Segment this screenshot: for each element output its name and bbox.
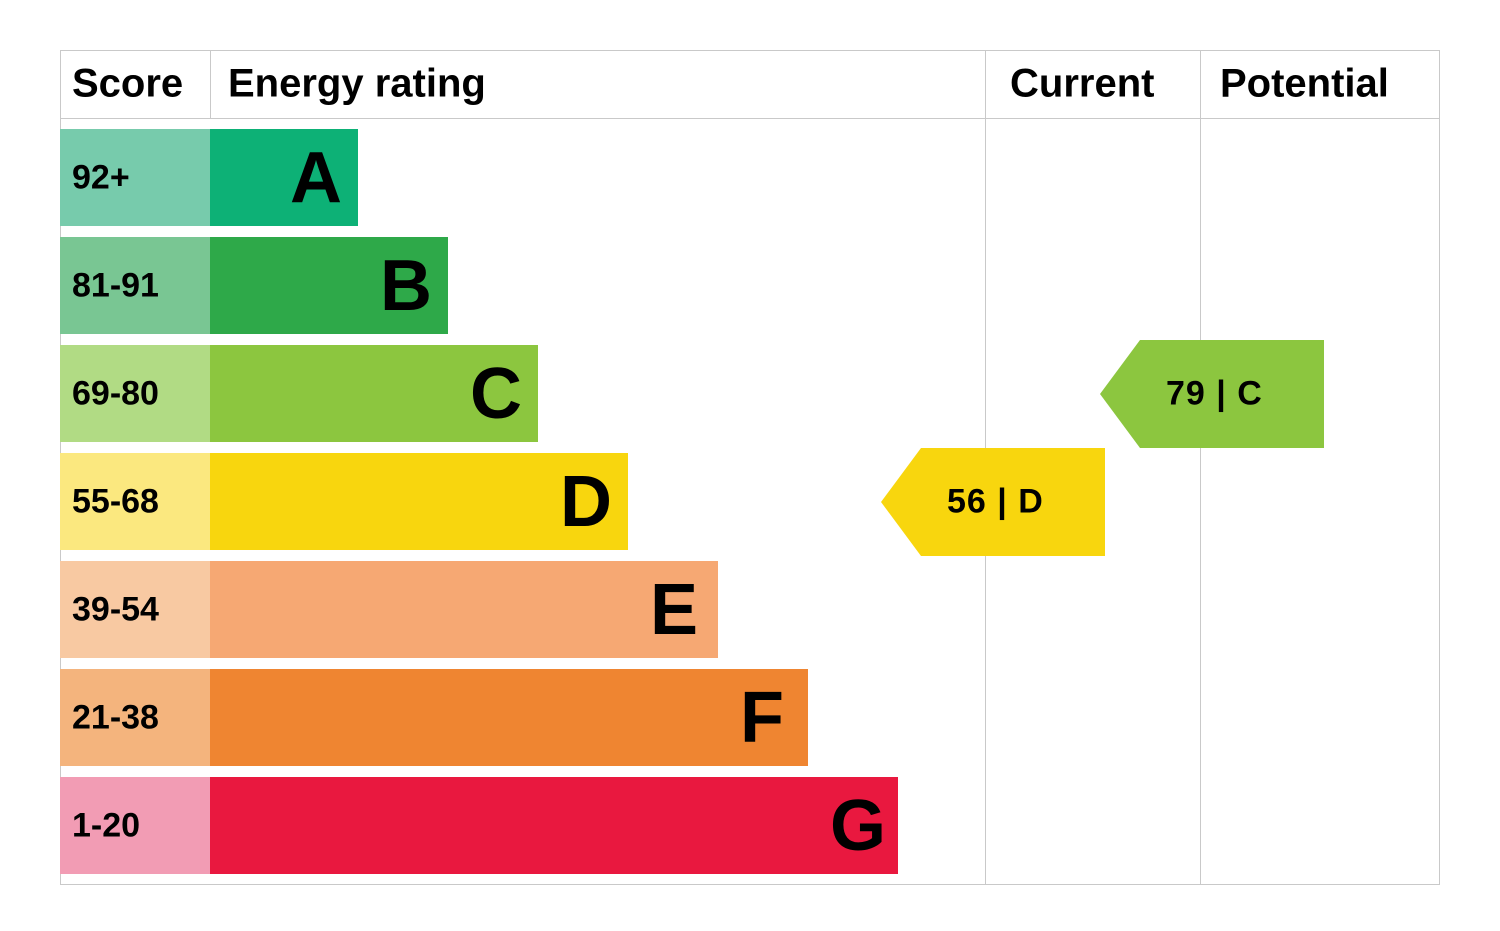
current-pointer: 56 | D [881, 448, 1105, 556]
potential-pointer: 79 | C [1100, 340, 1324, 448]
rating-letter-d: D [560, 461, 612, 543]
header-row: Score Energy rating Current Potential [60, 50, 1440, 119]
score-range-a: 92+ [72, 158, 130, 197]
score-range-c: 69-80 [72, 374, 159, 413]
vline-score-top [210, 50, 211, 118]
score-range-b: 81-91 [72, 266, 159, 305]
rating-header: Energy rating [228, 62, 486, 107]
rating-bar-g [210, 777, 898, 874]
energy-rating-chart: Score Energy rating Current Potential 92+ A 81… [60, 50, 1440, 885]
rating-letter-a: A [290, 137, 342, 219]
score-range-d: 55-68 [72, 482, 159, 521]
rating-bar-e [210, 561, 718, 658]
score-header: Score [72, 62, 183, 107]
rating-letter-g: G [830, 785, 886, 867]
potential-pointer-label: 79 | C [1166, 374, 1263, 413]
current-header: Current [1010, 62, 1154, 107]
rating-letter-b: B [380, 245, 432, 327]
vline-potential [1200, 50, 1201, 885]
rating-letter-e: E [650, 569, 698, 651]
score-range-f: 21-38 [72, 698, 159, 737]
score-range-e: 39-54 [72, 590, 159, 629]
rating-bar-f [210, 669, 808, 766]
current-pointer-label: 56 | D [947, 482, 1044, 521]
rating-letter-f: F [740, 677, 784, 759]
potential-header: Potential [1220, 62, 1389, 107]
rating-letter-c: C [470, 353, 522, 435]
score-range-g: 1-20 [72, 806, 140, 845]
